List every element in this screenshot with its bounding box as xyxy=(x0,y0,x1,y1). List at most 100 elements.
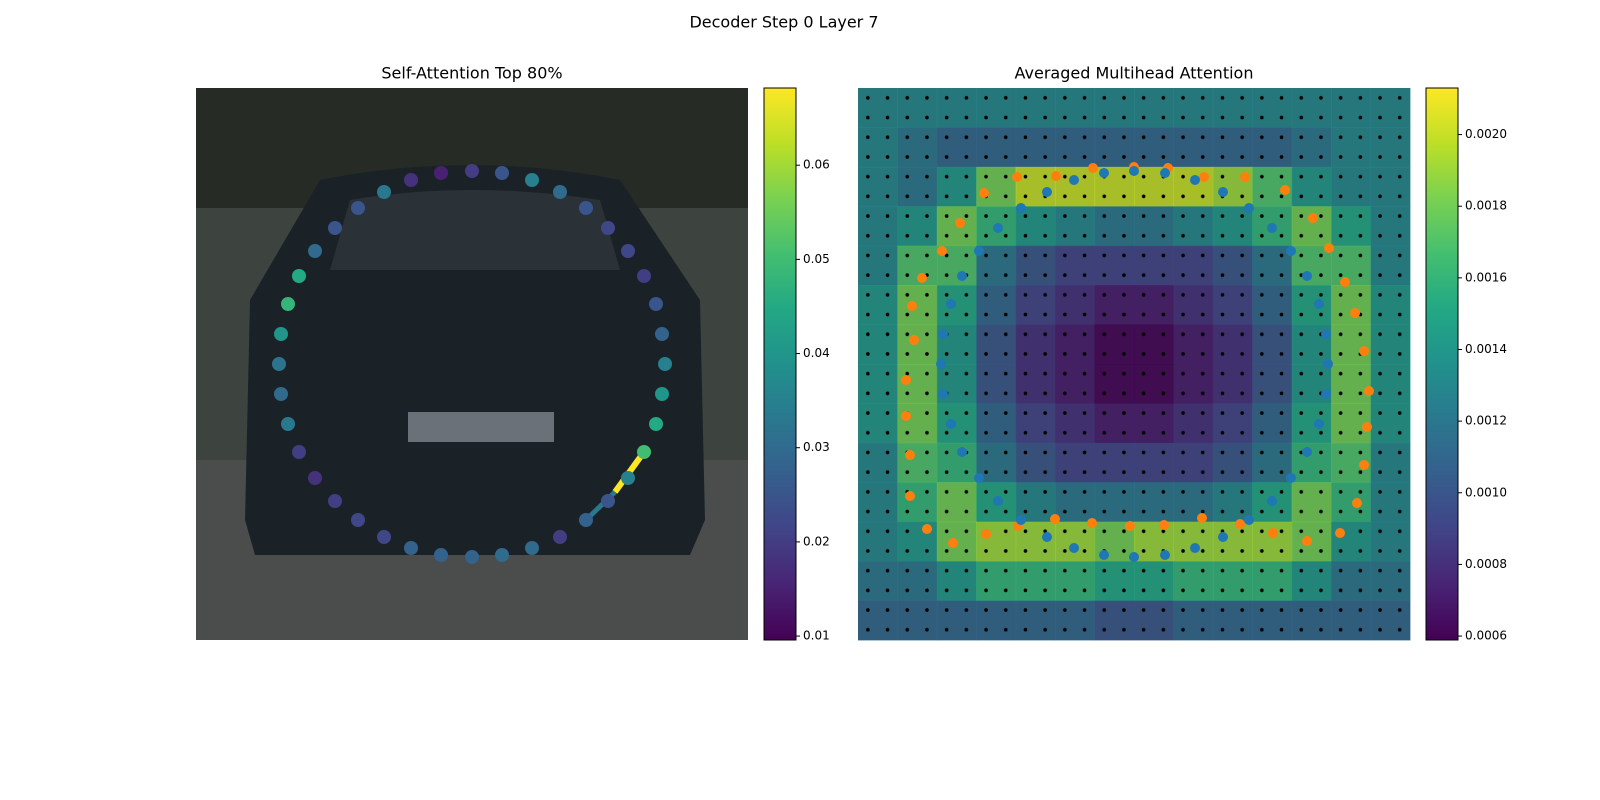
attention-point xyxy=(637,445,651,459)
sampling-point xyxy=(1308,213,1318,223)
sampling-point xyxy=(1190,175,1200,185)
attention-point xyxy=(465,550,479,564)
attention-point xyxy=(601,494,615,508)
sampling-point xyxy=(1051,171,1061,181)
attention-point xyxy=(579,513,593,527)
attention-point xyxy=(308,471,322,485)
sampling-point xyxy=(1321,329,1331,339)
colorbar-tick-label: 0.01 xyxy=(803,629,830,643)
sampling-point xyxy=(974,246,984,256)
sampling-point xyxy=(1302,447,1312,457)
sampling-point xyxy=(936,359,946,369)
colorbar-tick-label: 0.04 xyxy=(803,346,830,360)
sampling-point xyxy=(981,529,991,539)
sampling-point xyxy=(907,301,917,311)
attention-point xyxy=(649,297,663,311)
sampling-point xyxy=(1129,166,1139,176)
sampling-point xyxy=(917,273,927,283)
sampling-point xyxy=(1016,203,1026,213)
attention-point xyxy=(434,166,448,180)
colorbar-tick-label: 0.0020 xyxy=(1465,127,1507,141)
sampling-point xyxy=(1160,168,1170,178)
attention-point xyxy=(272,357,286,371)
sampling-point xyxy=(901,411,911,421)
sampling-point xyxy=(1359,346,1369,356)
attention-point xyxy=(281,417,295,431)
sampling-point xyxy=(1350,308,1360,318)
sampling-point xyxy=(1159,520,1169,530)
sampling-point xyxy=(1286,246,1296,256)
sampling-point xyxy=(957,447,967,457)
sampling-point xyxy=(1352,498,1362,508)
attention-point xyxy=(553,530,567,544)
colorbar-tick-label: 0.0016 xyxy=(1465,270,1507,284)
sampling-point xyxy=(1235,519,1245,529)
attention-point xyxy=(274,327,288,341)
colorbar xyxy=(1425,87,1459,641)
sampling-point xyxy=(1286,473,1296,483)
sampling-point xyxy=(1280,185,1290,195)
sampling-point xyxy=(1244,203,1254,213)
sampling-point xyxy=(1069,543,1079,553)
sampling-point xyxy=(1190,543,1200,553)
sampling-point xyxy=(1302,536,1312,546)
photo xyxy=(196,88,748,640)
sampling-point xyxy=(909,335,919,345)
reference-points xyxy=(858,88,1410,640)
sampling-point xyxy=(1016,515,1026,525)
sampling-point xyxy=(948,538,958,548)
sampling-point xyxy=(1362,422,1372,432)
sampling-point xyxy=(1125,521,1135,531)
colorbar-tick-label: 0.0010 xyxy=(1465,485,1507,499)
sampling-point xyxy=(1099,168,1109,178)
attention-point xyxy=(404,541,418,555)
colorbar-tick-label: 0.06 xyxy=(803,158,830,172)
sampling-point xyxy=(1321,389,1331,399)
sampling-point xyxy=(1364,386,1374,396)
sampling-point xyxy=(922,524,932,534)
attention-point xyxy=(281,297,295,311)
figure-title: Decoder Step 0 Layer 7 xyxy=(689,13,878,32)
sampling-point xyxy=(955,218,965,228)
attention-point xyxy=(292,269,306,283)
colorbar xyxy=(763,87,797,641)
colorbar-tick-label: 0.03 xyxy=(803,440,830,454)
attention-point xyxy=(495,166,509,180)
colorbar-tick-label: 0.0012 xyxy=(1465,414,1507,428)
sampling-point xyxy=(1302,271,1312,281)
attention-point xyxy=(404,173,418,187)
attention-point xyxy=(655,327,669,341)
sampling-point xyxy=(1012,172,1022,182)
attention-point xyxy=(621,471,635,485)
attention-point xyxy=(351,513,365,527)
sampling-point xyxy=(1129,552,1139,562)
attention-point xyxy=(465,164,479,178)
sampling-point xyxy=(1244,515,1254,525)
attention-point xyxy=(525,541,539,555)
sampling-point xyxy=(979,188,989,198)
colorbar-tick-label: 0.0006 xyxy=(1465,629,1507,643)
panel-title: Self-Attention Top 80% xyxy=(381,64,562,83)
sampling-point xyxy=(1088,163,1098,173)
sampling-point xyxy=(1340,277,1350,287)
sampling-point xyxy=(1268,528,1278,538)
sampling-point xyxy=(1323,359,1333,369)
sampling-point xyxy=(957,271,967,281)
sampling-point xyxy=(1240,172,1250,182)
sampling-point xyxy=(993,496,1003,506)
attention-point xyxy=(308,244,322,258)
sampling-point xyxy=(937,246,947,256)
attention-point xyxy=(649,417,663,431)
sampling-point xyxy=(1324,243,1334,253)
attention-point xyxy=(434,548,448,562)
colorbar-tick-label: 0.0018 xyxy=(1465,199,1507,213)
sampling-point xyxy=(1050,514,1060,524)
attention-point xyxy=(292,445,306,459)
attention-point xyxy=(658,357,672,371)
attention-point xyxy=(351,201,365,215)
attention-point xyxy=(495,548,509,562)
sampling-point xyxy=(1042,187,1052,197)
sampling-point xyxy=(1267,496,1277,506)
sampling-point xyxy=(1314,299,1324,309)
